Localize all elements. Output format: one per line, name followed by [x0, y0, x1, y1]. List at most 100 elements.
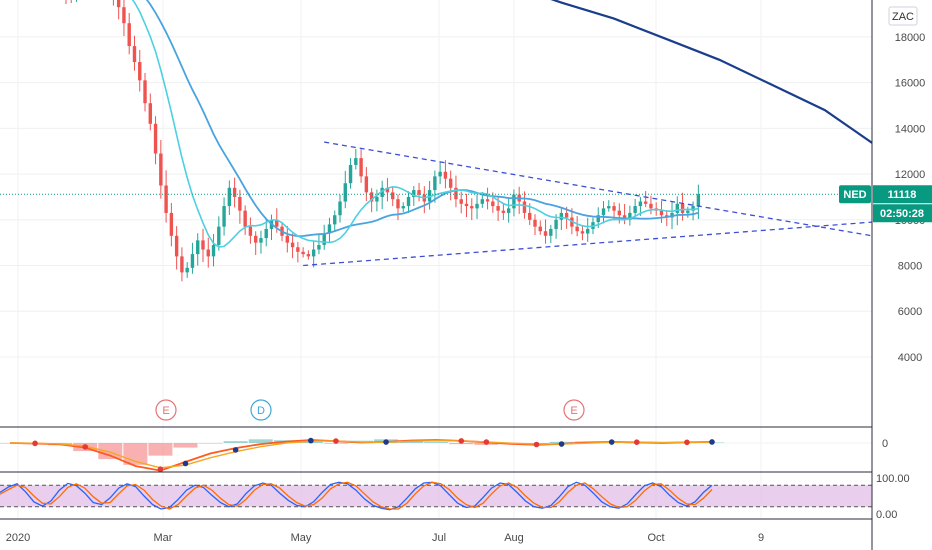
- oscillator-cross-marker: [333, 438, 339, 444]
- symbol-badge: ZAC: [892, 11, 914, 23]
- candle-body: [338, 201, 342, 216]
- candle-body: [580, 231, 585, 234]
- candle-body: [485, 199, 490, 202]
- oscillator-tick-label: 0: [882, 438, 888, 450]
- candle-body: [554, 219, 558, 229]
- candle-body: [380, 187, 384, 197]
- candle-body: [333, 215, 337, 225]
- candle-body: [596, 215, 600, 223]
- triangle-upper-trendline[interactable]: [324, 141, 873, 237]
- candle-body: [575, 226, 579, 232]
- candle-body: [227, 187, 232, 207]
- candle-body: [417, 190, 421, 195]
- candle-body: [243, 210, 247, 227]
- oscillator-cross-marker: [157, 466, 164, 473]
- oscillator-axis-ticks: 0: [882, 438, 888, 450]
- time-tick-label: 2020: [6, 532, 30, 544]
- candle-body: [475, 203, 479, 209]
- candle-body: [564, 212, 569, 218]
- oscillator-cross-marker: [633, 439, 640, 445]
- price-axis-background[interactable]: [872, 0, 932, 550]
- event-marker-label: D: [257, 405, 265, 417]
- candle-body: [217, 226, 221, 245]
- price-tick-label: 8000: [898, 261, 922, 273]
- price-tick-label: 6000: [898, 306, 922, 318]
- countdown-tag-box: [873, 204, 932, 223]
- oscillator-cross-marker: [458, 438, 465, 444]
- candle-body: [174, 235, 179, 257]
- candle-body: [190, 254, 195, 268]
- candle-body: [396, 199, 400, 209]
- candle-body: [127, 23, 131, 47]
- oscillator-cross-marker: [182, 460, 189, 467]
- candle-body: [375, 196, 379, 202]
- candle-body: [248, 226, 253, 236]
- candle-body: [528, 212, 532, 220]
- candle-body: [696, 194, 701, 207]
- earnings-event-marker[interactable]: E: [155, 399, 177, 421]
- candle-body: [180, 256, 184, 273]
- oscillator-cross-marker: [32, 440, 38, 447]
- event-marker-label: E: [162, 405, 169, 417]
- oscillator-bar: [173, 443, 198, 448]
- candle-body: [448, 178, 453, 188]
- candle-body: [412, 190, 416, 197]
- candle-body: [543, 231, 548, 236]
- candle-body: [612, 206, 616, 211]
- candle-body: [454, 187, 458, 200]
- candle-body: [464, 203, 469, 207]
- event-marker-circle: [250, 399, 272, 421]
- candle-body: [201, 240, 205, 250]
- stochastic-tick-label: 0.00: [876, 509, 897, 521]
- price-tick-label: 18000: [895, 32, 926, 44]
- stochastic-tick-label: 100.00: [876, 473, 910, 485]
- candle-body: [306, 254, 311, 257]
- symbol-badge-box[interactable]: [888, 6, 918, 26]
- earnings-event-marker[interactable]: E: [563, 399, 585, 421]
- candle-body: [259, 238, 263, 243]
- candle-body: [496, 206, 500, 211]
- dividend-event-marker[interactable]: D: [250, 399, 272, 421]
- candle-body: [633, 206, 637, 213]
- time-tick-label: Oct: [647, 532, 664, 544]
- candle-body: [686, 210, 690, 213]
- candle-body: [491, 201, 495, 207]
- candle-body: [638, 201, 643, 207]
- event-marker-circle: [155, 399, 177, 421]
- sma-200-line: [550, 0, 931, 170]
- oscillator-cross-marker: [483, 439, 490, 445]
- moving-average-20-line: [131, 0, 699, 248]
- oscillator-line-2: [9, 439, 713, 469]
- candle-body: [169, 212, 174, 236]
- time-tick-label: 9: [758, 532, 764, 544]
- candle-body: [680, 203, 685, 213]
- oscillator-cross-marker: [709, 439, 715, 445]
- candle-body: [253, 235, 258, 243]
- candle-body: [348, 164, 353, 184]
- candle-body: [164, 185, 168, 213]
- ticker-tag-box: [839, 185, 871, 204]
- candle-body: [238, 196, 242, 211]
- candle-body: [506, 208, 511, 213]
- candle-body: [549, 228, 553, 236]
- candle-body: [285, 235, 290, 243]
- candle-body: [317, 244, 321, 250]
- candle-body: [311, 249, 316, 257]
- candle-body: [222, 206, 226, 227]
- candle-body: [538, 226, 542, 232]
- vertical-grid: [17, 0, 762, 519]
- candle-body: [301, 251, 305, 255]
- moving-average-50-line: [145, 0, 699, 238]
- time-axis-ticks[interactable]: 2020 Mar May Jul Aug Oct 9: [6, 532, 764, 544]
- price-axis-ticks: 4000600080001000012000140001600018000200…: [895, 32, 926, 364]
- time-tick-label: May: [291, 532, 312, 544]
- candle-body: [443, 171, 448, 179]
- candle-body: [153, 123, 158, 154]
- price-tick-label: 14000: [895, 123, 926, 135]
- candle-body: [438, 171, 442, 177]
- stochastic-axis-ticks: 100.00 0.00: [876, 473, 910, 521]
- oscillator-cross-markers: [32, 437, 715, 473]
